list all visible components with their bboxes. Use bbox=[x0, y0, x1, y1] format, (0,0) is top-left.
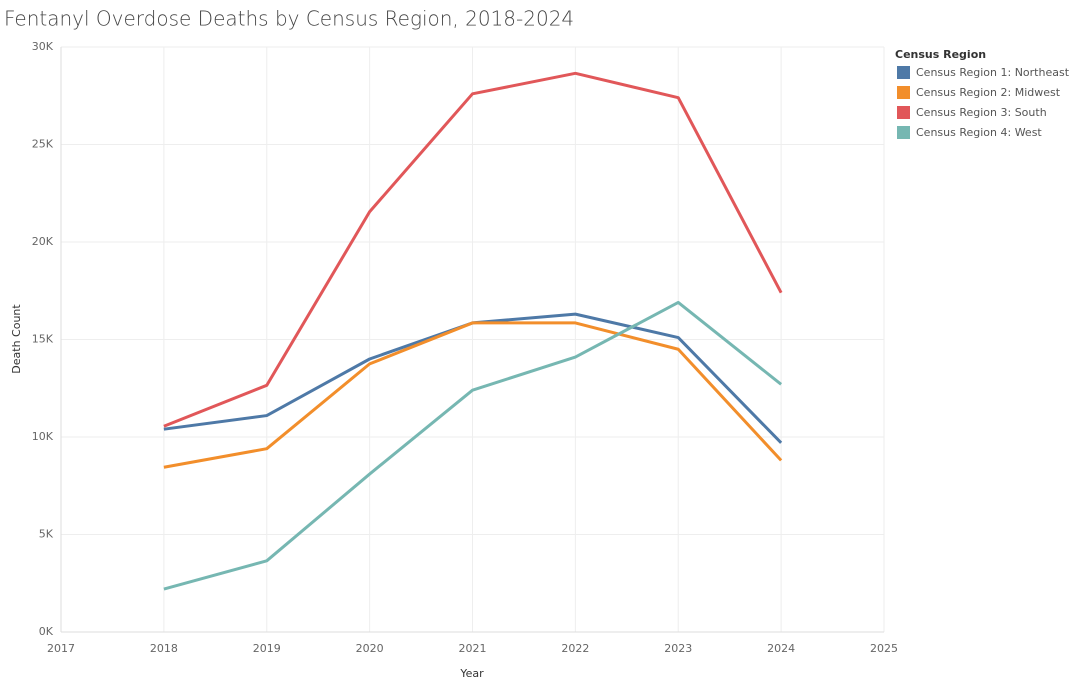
y-tick-label: 30K bbox=[32, 40, 54, 53]
x-tick-label: 2022 bbox=[561, 642, 589, 655]
legend-swatch bbox=[897, 126, 910, 139]
chart-title: Fentanyl Overdose Deaths by Census Regio… bbox=[4, 7, 574, 31]
x-tick-label: 2018 bbox=[150, 642, 178, 655]
legend-swatch bbox=[897, 66, 910, 79]
y-tick-label: 15K bbox=[32, 333, 54, 346]
legend-label: Census Region 4: West bbox=[916, 126, 1042, 139]
y-axis-title: Death Count bbox=[10, 304, 23, 374]
x-tick-label: 2025 bbox=[870, 642, 898, 655]
y-tick-label: 10K bbox=[32, 430, 54, 443]
legend-swatch bbox=[897, 106, 910, 119]
series-line bbox=[163, 300, 783, 591]
series-line bbox=[163, 71, 783, 428]
legend-title: Census Region bbox=[895, 48, 986, 61]
series-line bbox=[163, 321, 783, 469]
legend-label: Census Region 3: South bbox=[916, 106, 1047, 119]
y-tick-label: 20K bbox=[32, 235, 54, 248]
x-tick-label: 2021 bbox=[459, 642, 487, 655]
x-tick-label: 2020 bbox=[356, 642, 384, 655]
x-tick-label: 2017 bbox=[47, 642, 75, 655]
legend-swatch bbox=[897, 86, 910, 99]
x-tick-label: 2023 bbox=[664, 642, 692, 655]
y-tick-label: 25K bbox=[32, 138, 54, 151]
y-tick-label: 5K bbox=[39, 528, 54, 541]
x-axis-title: Year bbox=[459, 667, 484, 680]
legend-label: Census Region 1: Northeast bbox=[916, 66, 1070, 79]
x-tick-label: 2024 bbox=[767, 642, 795, 655]
legend-label: Census Region 2: Midwest bbox=[916, 86, 1061, 99]
y-tick-label: 0K bbox=[39, 625, 54, 638]
x-tick-label: 2019 bbox=[253, 642, 281, 655]
